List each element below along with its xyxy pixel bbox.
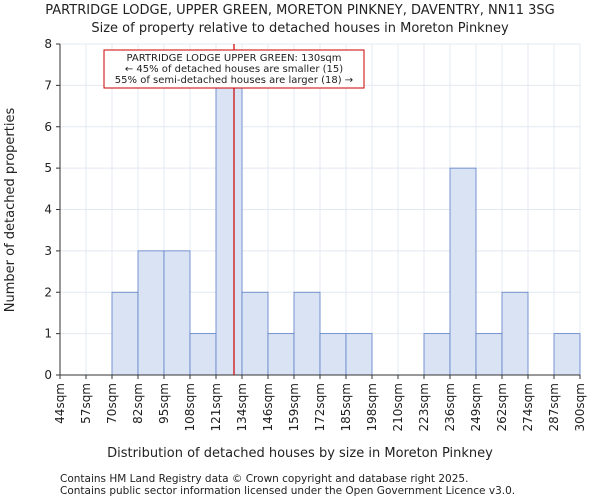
x-tick-label: 159sqm xyxy=(287,383,301,431)
bar xyxy=(345,333,373,376)
x-tick-label: 82sqm xyxy=(131,383,145,424)
y-ticks: 0 1 2 3 4 5 6 7 8 xyxy=(44,37,60,382)
bar xyxy=(189,333,217,376)
chart-subtitle: Size of property relative to detached ho… xyxy=(91,21,509,36)
bar xyxy=(319,333,347,376)
x-tick-label: 249sqm xyxy=(469,383,483,431)
x-tick-label: 198sqm xyxy=(365,383,379,431)
y-tick-label: 5 xyxy=(44,161,52,175)
footer-line-2: Contains public sector information licen… xyxy=(60,485,515,497)
x-tick-label: 210sqm xyxy=(391,383,405,431)
bar xyxy=(241,291,269,376)
annotation-box: PARTRIDGE LODGE UPPER GREEN: 130sqm ← 45… xyxy=(103,49,365,89)
annotation-frame xyxy=(103,49,365,89)
footer-line-1: Contains HM Land Registry data © Crown c… xyxy=(60,473,468,485)
chart-title: PARTRIDGE LODGE, UPPER GREEN, MORETON PI… xyxy=(45,3,554,18)
y-tick-label: 4 xyxy=(44,203,52,217)
x-tick-label: 70sqm xyxy=(105,383,119,424)
y-tick-label: 2 xyxy=(44,285,52,299)
annotation-line-2: ← 45% of detached houses are smaller (15… xyxy=(125,64,343,75)
y-tick-label: 3 xyxy=(44,244,52,258)
annotation-line-3: 55% of semi-detached houses are larger (… xyxy=(115,75,353,86)
y-axis-label: Number of detached properties xyxy=(3,108,18,313)
x-tick-label: 262sqm xyxy=(495,383,509,431)
x-axis-label: Distribution of detached houses by size … xyxy=(107,446,493,461)
bar xyxy=(423,333,451,376)
y-tick-label: 0 xyxy=(44,368,52,382)
x-ticks: 44sqm 57sqm 70sqm 82sqm 95sqm 108sqm 121sqm 134… xyxy=(53,375,587,431)
x-tick-label: 44sqm xyxy=(53,383,67,424)
x-tick-label: 300sqm xyxy=(573,383,587,431)
bar xyxy=(293,291,321,376)
y-tick-label: 8 xyxy=(44,37,52,51)
annotation-line-1: PARTRIDGE LODGE UPPER GREEN: 130sqm xyxy=(126,53,341,64)
bar xyxy=(501,291,529,376)
bar xyxy=(215,84,243,376)
x-tick-label: 95sqm xyxy=(157,383,171,424)
bar xyxy=(553,333,581,376)
x-tick-label: 146sqm xyxy=(261,383,275,431)
y-tick-label: 7 xyxy=(44,78,52,92)
x-tick-label: 134sqm xyxy=(235,383,249,431)
x-tick-label: 223sqm xyxy=(417,383,431,431)
x-tick-label: 121sqm xyxy=(209,383,223,431)
x-tick-label: 185sqm xyxy=(339,383,353,431)
bar xyxy=(163,250,191,376)
x-tick-label: 287sqm xyxy=(547,383,561,431)
y-tick-label: 1 xyxy=(44,327,52,341)
x-tick-label: 172sqm xyxy=(313,383,327,431)
x-tick-label: 274sqm xyxy=(521,383,535,431)
bar xyxy=(267,333,295,376)
x-tick-label: 57sqm xyxy=(79,383,93,424)
bar xyxy=(111,291,139,376)
y-tick-label: 6 xyxy=(44,120,52,134)
bar xyxy=(449,167,477,376)
bar xyxy=(475,333,503,376)
bar xyxy=(137,250,165,376)
x-tick-label: 236sqm xyxy=(443,383,457,431)
bars xyxy=(111,84,581,376)
x-tick-label: 108sqm xyxy=(183,383,197,431)
